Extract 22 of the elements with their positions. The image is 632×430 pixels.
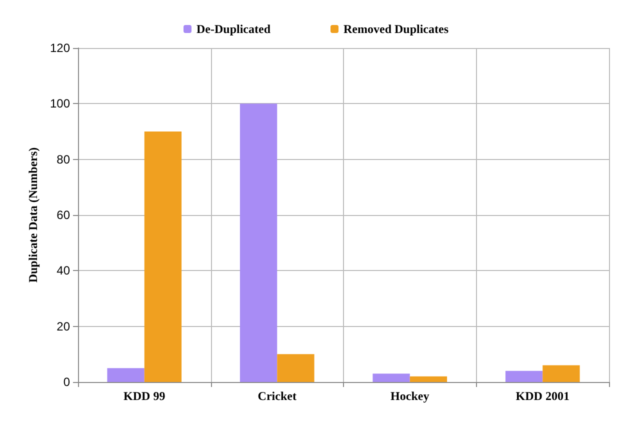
bar — [372, 374, 410, 382]
x-tick-label: Cricket — [258, 389, 296, 403]
x-tick-label: Hockey — [390, 389, 430, 403]
y-tick-label: 0 — [63, 375, 70, 389]
x-tick-label: KDD 2001 — [516, 389, 570, 403]
bar — [144, 132, 182, 382]
y-tick-label: 40 — [56, 264, 70, 278]
bar — [277, 354, 314, 382]
y-axis-title: Duplicate Data (Numbers) — [26, 147, 40, 283]
y-tick-label: 20 — [56, 319, 70, 334]
bar — [505, 370, 543, 382]
bar — [240, 104, 278, 382]
legend-label: Removed Duplicates — [344, 22, 449, 36]
y-tick-label: 80 — [56, 152, 70, 166]
y-tick-label: 100 — [50, 96, 70, 111]
x-tick-label: KDD 99 — [124, 389, 166, 403]
y-tick-label: 60 — [56, 208, 70, 222]
bar — [542, 365, 580, 382]
y-tick-label: 120 — [50, 41, 70, 55]
bar — [410, 376, 448, 382]
legend-label: De-Duplicated — [196, 22, 271, 36]
bar — [107, 368, 144, 382]
